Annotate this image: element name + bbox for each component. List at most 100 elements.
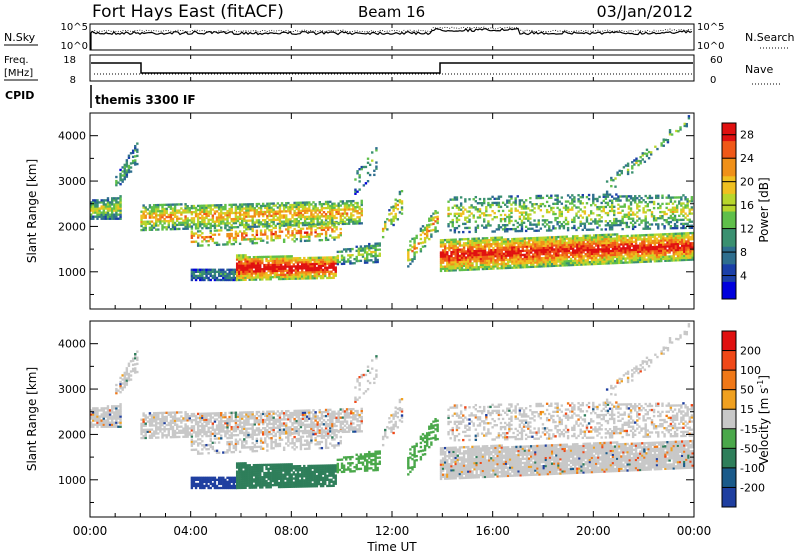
power-cell xyxy=(119,199,122,202)
power-cell xyxy=(452,242,455,245)
power-cell xyxy=(573,224,576,228)
power-cell xyxy=(622,257,625,260)
power-cell xyxy=(454,256,457,260)
power-cell xyxy=(234,272,238,276)
power-cell xyxy=(660,233,663,236)
power-cell xyxy=(155,210,158,213)
power-cell xyxy=(310,213,313,216)
power-cell xyxy=(672,234,676,238)
power-cell xyxy=(287,218,290,221)
power-cell xyxy=(196,221,200,224)
power-cell xyxy=(501,224,505,227)
power-cell xyxy=(605,260,608,263)
power-cell xyxy=(602,209,605,213)
power-cell xyxy=(679,126,682,129)
power-cell xyxy=(682,208,685,211)
power-cell xyxy=(668,247,671,250)
power-cell xyxy=(534,257,537,260)
power-cell xyxy=(649,248,652,251)
power-cell xyxy=(203,206,206,209)
power-cell xyxy=(500,242,504,245)
power-cell xyxy=(565,243,569,247)
power-cell xyxy=(555,235,558,239)
power-cell xyxy=(588,263,592,266)
power-cell xyxy=(544,238,548,241)
power-cell xyxy=(496,240,499,244)
power-cell xyxy=(270,218,273,222)
power-cell xyxy=(473,237,476,240)
velocity-cell xyxy=(102,409,105,412)
power-cell xyxy=(335,226,338,229)
power-cell xyxy=(491,203,494,207)
power-cell xyxy=(294,259,298,262)
power-cell xyxy=(670,234,673,238)
power-cell xyxy=(241,207,244,210)
power-cell xyxy=(415,246,418,250)
power-cell xyxy=(509,264,512,267)
power-cell xyxy=(434,212,437,215)
power-cell xyxy=(276,206,280,209)
power-cell xyxy=(674,248,678,252)
power-cell xyxy=(215,224,219,227)
power-cell xyxy=(676,250,680,254)
power-cell xyxy=(196,234,200,237)
power-cell xyxy=(108,215,112,218)
power-cell xyxy=(561,262,564,265)
power-cell xyxy=(456,240,459,243)
power-cell xyxy=(268,214,271,218)
power-cell xyxy=(444,247,447,250)
power-cell xyxy=(468,206,471,209)
power-cell xyxy=(684,206,687,209)
power-cell xyxy=(691,256,694,259)
power-cell xyxy=(275,269,279,273)
power-cell xyxy=(319,260,323,263)
power-cell xyxy=(173,205,177,208)
power-cell xyxy=(455,196,459,199)
power-cell xyxy=(142,216,145,219)
power-cell xyxy=(244,270,247,273)
power-cell xyxy=(186,223,189,226)
power-cell xyxy=(479,243,483,246)
power-cell xyxy=(119,172,122,176)
power-cell xyxy=(645,254,648,257)
power-cell xyxy=(586,242,590,246)
power-cell xyxy=(289,226,292,229)
power-cell xyxy=(288,261,291,264)
power-cell xyxy=(284,261,287,264)
power-cell xyxy=(582,257,585,260)
power-cell xyxy=(282,271,285,275)
power-cell xyxy=(627,205,631,208)
power-cell xyxy=(542,250,545,254)
power-cell xyxy=(495,216,498,219)
power-cell xyxy=(119,213,122,216)
power-cell xyxy=(259,223,263,226)
power-cell xyxy=(607,241,610,245)
power-cell xyxy=(199,223,202,226)
power-cell xyxy=(546,260,550,264)
power-cell xyxy=(263,265,266,269)
power-cell xyxy=(597,236,600,239)
power-cell xyxy=(428,223,431,227)
power-cell xyxy=(647,256,650,259)
power-cell xyxy=(252,260,256,263)
power-cell xyxy=(632,259,636,262)
power-cell xyxy=(458,258,462,262)
power-cell xyxy=(296,265,300,268)
power-cell xyxy=(272,214,275,217)
power-cell xyxy=(620,235,623,238)
power-cell xyxy=(340,262,344,266)
power-cell xyxy=(329,226,332,229)
power-cell xyxy=(494,259,497,262)
power-cell xyxy=(467,244,470,247)
power-cell xyxy=(188,219,191,222)
power-cell xyxy=(296,277,300,280)
power-cell xyxy=(436,217,439,221)
power-cell xyxy=(357,253,361,257)
power-cell xyxy=(513,262,516,265)
power-cell xyxy=(604,205,608,209)
power-cell xyxy=(645,238,648,241)
power-cell xyxy=(169,203,173,206)
power-cell xyxy=(647,233,650,237)
power-cell xyxy=(554,218,557,222)
power-cell xyxy=(680,218,683,222)
